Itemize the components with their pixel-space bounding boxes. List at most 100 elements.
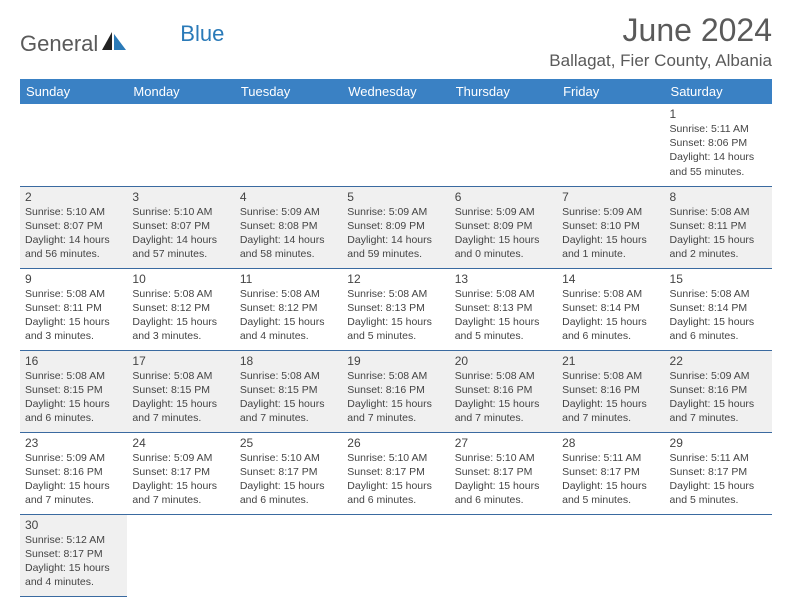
day-number: 22 xyxy=(670,354,767,368)
day-number: 30 xyxy=(25,518,122,532)
day-number: 12 xyxy=(347,272,444,286)
calendar-cell: 22Sunrise: 5:09 AMSunset: 8:16 PMDayligh… xyxy=(665,350,772,432)
weekday-header: Wednesday xyxy=(342,79,449,104)
day-number: 9 xyxy=(25,272,122,286)
day-info: Sunrise: 5:09 AMSunset: 8:17 PMDaylight:… xyxy=(132,451,229,508)
calendar-cell xyxy=(450,514,557,596)
day-number: 5 xyxy=(347,190,444,204)
day-info: Sunrise: 5:10 AMSunset: 8:17 PMDaylight:… xyxy=(240,451,337,508)
calendar-row: 23Sunrise: 5:09 AMSunset: 8:16 PMDayligh… xyxy=(20,432,772,514)
calendar-cell xyxy=(557,514,664,596)
calendar-cell: 9Sunrise: 5:08 AMSunset: 8:11 PMDaylight… xyxy=(20,268,127,350)
weekday-header: Monday xyxy=(127,79,234,104)
calendar-cell: 28Sunrise: 5:11 AMSunset: 8:17 PMDayligh… xyxy=(557,432,664,514)
weekday-header-row: Sunday Monday Tuesday Wednesday Thursday… xyxy=(20,79,772,104)
calendar-cell xyxy=(342,514,449,596)
calendar-cell xyxy=(20,104,127,186)
day-info: Sunrise: 5:08 AMSunset: 8:15 PMDaylight:… xyxy=(240,369,337,426)
day-info: Sunrise: 5:09 AMSunset: 8:10 PMDaylight:… xyxy=(562,205,659,262)
calendar-cell xyxy=(235,104,342,186)
calendar-row: 30Sunrise: 5:12 AMSunset: 8:17 PMDayligh… xyxy=(20,514,772,596)
day-number: 3 xyxy=(132,190,229,204)
day-number: 14 xyxy=(562,272,659,286)
calendar-row: 2Sunrise: 5:10 AMSunset: 8:07 PMDaylight… xyxy=(20,186,772,268)
calendar-cell: 25Sunrise: 5:10 AMSunset: 8:17 PMDayligh… xyxy=(235,432,342,514)
day-info: Sunrise: 5:08 AMSunset: 8:16 PMDaylight:… xyxy=(562,369,659,426)
calendar-row: 9Sunrise: 5:08 AMSunset: 8:11 PMDaylight… xyxy=(20,268,772,350)
day-number: 8 xyxy=(670,190,767,204)
weekday-header: Friday xyxy=(557,79,664,104)
day-number: 28 xyxy=(562,436,659,450)
day-info: Sunrise: 5:08 AMSunset: 8:16 PMDaylight:… xyxy=(347,369,444,426)
day-number: 15 xyxy=(670,272,767,286)
logo: General Blue xyxy=(20,12,224,57)
calendar-cell: 6Sunrise: 5:09 AMSunset: 8:09 PMDaylight… xyxy=(450,186,557,268)
calendar-cell: 16Sunrise: 5:08 AMSunset: 8:15 PMDayligh… xyxy=(20,350,127,432)
calendar-cell: 29Sunrise: 5:11 AMSunset: 8:17 PMDayligh… xyxy=(665,432,772,514)
day-number: 17 xyxy=(132,354,229,368)
calendar-cell: 2Sunrise: 5:10 AMSunset: 8:07 PMDaylight… xyxy=(20,186,127,268)
day-info: Sunrise: 5:09 AMSunset: 8:16 PMDaylight:… xyxy=(670,369,767,426)
logo-general-text: General xyxy=(20,31,98,57)
day-info: Sunrise: 5:10 AMSunset: 8:07 PMDaylight:… xyxy=(25,205,122,262)
day-number: 24 xyxy=(132,436,229,450)
day-info: Sunrise: 5:08 AMSunset: 8:16 PMDaylight:… xyxy=(455,369,552,426)
calendar-cell: 4Sunrise: 5:09 AMSunset: 8:08 PMDaylight… xyxy=(235,186,342,268)
calendar-cell: 11Sunrise: 5:08 AMSunset: 8:12 PMDayligh… xyxy=(235,268,342,350)
day-info: Sunrise: 5:08 AMSunset: 8:13 PMDaylight:… xyxy=(455,287,552,344)
calendar-cell: 18Sunrise: 5:08 AMSunset: 8:15 PMDayligh… xyxy=(235,350,342,432)
calendar-cell: 15Sunrise: 5:08 AMSunset: 8:14 PMDayligh… xyxy=(665,268,772,350)
day-info: Sunrise: 5:11 AMSunset: 8:17 PMDaylight:… xyxy=(670,451,767,508)
day-info: Sunrise: 5:12 AMSunset: 8:17 PMDaylight:… xyxy=(25,533,122,590)
day-info: Sunrise: 5:09 AMSunset: 8:08 PMDaylight:… xyxy=(240,205,337,262)
calendar-row: 1Sunrise: 5:11 AMSunset: 8:06 PMDaylight… xyxy=(20,104,772,186)
calendar-cell: 20Sunrise: 5:08 AMSunset: 8:16 PMDayligh… xyxy=(450,350,557,432)
logo-blue-text: Blue xyxy=(180,21,224,47)
day-info: Sunrise: 5:09 AMSunset: 8:16 PMDaylight:… xyxy=(25,451,122,508)
day-info: Sunrise: 5:08 AMSunset: 8:15 PMDaylight:… xyxy=(132,369,229,426)
day-info: Sunrise: 5:08 AMSunset: 8:11 PMDaylight:… xyxy=(25,287,122,344)
day-number: 26 xyxy=(347,436,444,450)
calendar-cell xyxy=(450,104,557,186)
day-number: 23 xyxy=(25,436,122,450)
day-info: Sunrise: 5:11 AMSunset: 8:17 PMDaylight:… xyxy=(562,451,659,508)
day-number: 19 xyxy=(347,354,444,368)
calendar-cell: 30Sunrise: 5:12 AMSunset: 8:17 PMDayligh… xyxy=(20,514,127,596)
day-number: 25 xyxy=(240,436,337,450)
day-info: Sunrise: 5:11 AMSunset: 8:06 PMDaylight:… xyxy=(670,122,767,179)
day-number: 6 xyxy=(455,190,552,204)
calendar-cell xyxy=(235,514,342,596)
title-block: June 2024 Ballagat, Fier County, Albania xyxy=(549,12,772,71)
day-number: 16 xyxy=(25,354,122,368)
calendar-cell: 12Sunrise: 5:08 AMSunset: 8:13 PMDayligh… xyxy=(342,268,449,350)
day-number: 2 xyxy=(25,190,122,204)
day-number: 7 xyxy=(562,190,659,204)
calendar-cell xyxy=(342,104,449,186)
calendar-cell: 8Sunrise: 5:08 AMSunset: 8:11 PMDaylight… xyxy=(665,186,772,268)
day-info: Sunrise: 5:08 AMSunset: 8:12 PMDaylight:… xyxy=(240,287,337,344)
calendar-cell: 26Sunrise: 5:10 AMSunset: 8:17 PMDayligh… xyxy=(342,432,449,514)
logo-sails-icon xyxy=(102,30,128,57)
header: General Blue June 2024 Ballagat, Fier Co… xyxy=(20,12,772,71)
day-number: 1 xyxy=(670,107,767,121)
calendar-cell: 3Sunrise: 5:10 AMSunset: 8:07 PMDaylight… xyxy=(127,186,234,268)
location-text: Ballagat, Fier County, Albania xyxy=(549,51,772,71)
calendar-cell: 14Sunrise: 5:08 AMSunset: 8:14 PMDayligh… xyxy=(557,268,664,350)
day-info: Sunrise: 5:09 AMSunset: 8:09 PMDaylight:… xyxy=(347,205,444,262)
day-info: Sunrise: 5:08 AMSunset: 8:13 PMDaylight:… xyxy=(347,287,444,344)
day-number: 29 xyxy=(670,436,767,450)
day-info: Sunrise: 5:10 AMSunset: 8:07 PMDaylight:… xyxy=(132,205,229,262)
day-number: 13 xyxy=(455,272,552,286)
calendar-cell: 24Sunrise: 5:09 AMSunset: 8:17 PMDayligh… xyxy=(127,432,234,514)
calendar-table: Sunday Monday Tuesday Wednesday Thursday… xyxy=(20,79,772,597)
calendar-cell: 17Sunrise: 5:08 AMSunset: 8:15 PMDayligh… xyxy=(127,350,234,432)
calendar-cell: 23Sunrise: 5:09 AMSunset: 8:16 PMDayligh… xyxy=(20,432,127,514)
calendar-cell: 5Sunrise: 5:09 AMSunset: 8:09 PMDaylight… xyxy=(342,186,449,268)
day-info: Sunrise: 5:08 AMSunset: 8:15 PMDaylight:… xyxy=(25,369,122,426)
calendar-cell xyxy=(127,104,234,186)
day-info: Sunrise: 5:08 AMSunset: 8:12 PMDaylight:… xyxy=(132,287,229,344)
calendar-row: 16Sunrise: 5:08 AMSunset: 8:15 PMDayligh… xyxy=(20,350,772,432)
day-info: Sunrise: 5:10 AMSunset: 8:17 PMDaylight:… xyxy=(347,451,444,508)
calendar-cell: 1Sunrise: 5:11 AMSunset: 8:06 PMDaylight… xyxy=(665,104,772,186)
weekday-header: Saturday xyxy=(665,79,772,104)
